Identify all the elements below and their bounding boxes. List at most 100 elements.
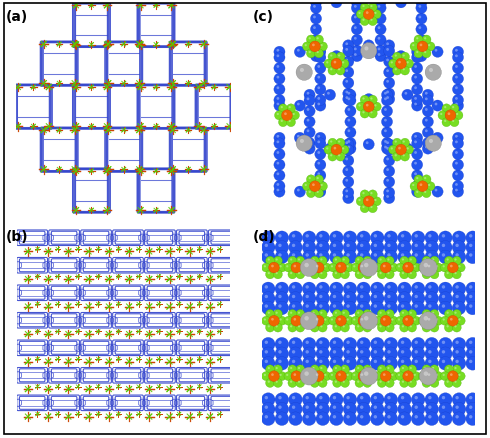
Circle shape: [419, 312, 437, 330]
Circle shape: [391, 265, 393, 268]
Circle shape: [307, 146, 309, 149]
Circle shape: [289, 231, 302, 245]
Circle shape: [346, 235, 350, 238]
Circle shape: [278, 118, 288, 127]
Circle shape: [346, 265, 349, 268]
Circle shape: [370, 20, 372, 22]
Circle shape: [375, 35, 386, 46]
Circle shape: [410, 367, 412, 369]
Circle shape: [318, 323, 327, 332]
Circle shape: [456, 113, 458, 116]
Circle shape: [417, 181, 428, 192]
Circle shape: [336, 139, 345, 148]
Circle shape: [386, 158, 389, 161]
Circle shape: [298, 325, 300, 328]
Circle shape: [329, 264, 338, 272]
Circle shape: [316, 265, 318, 268]
Circle shape: [274, 53, 285, 64]
Circle shape: [369, 374, 371, 376]
Circle shape: [345, 81, 348, 84]
Circle shape: [278, 350, 282, 354]
Circle shape: [294, 133, 305, 144]
Circle shape: [384, 92, 387, 95]
Circle shape: [343, 193, 354, 204]
Circle shape: [341, 323, 349, 332]
Circle shape: [374, 199, 376, 201]
Circle shape: [444, 257, 453, 265]
Circle shape: [415, 305, 418, 308]
Circle shape: [384, 78, 395, 89]
Circle shape: [425, 130, 428, 133]
Circle shape: [387, 360, 391, 363]
Circle shape: [292, 254, 295, 257]
Circle shape: [331, 374, 333, 376]
Circle shape: [455, 173, 458, 176]
Circle shape: [414, 49, 423, 59]
Circle shape: [370, 338, 384, 351]
Circle shape: [469, 295, 472, 299]
Circle shape: [370, 193, 372, 195]
Circle shape: [466, 393, 479, 406]
Circle shape: [454, 381, 457, 383]
Circle shape: [432, 259, 434, 261]
Circle shape: [342, 148, 344, 150]
Circle shape: [319, 360, 322, 363]
Circle shape: [432, 133, 443, 144]
Circle shape: [370, 412, 384, 426]
Circle shape: [385, 257, 394, 265]
Circle shape: [466, 231, 479, 245]
Circle shape: [414, 319, 416, 321]
Circle shape: [302, 43, 312, 52]
Circle shape: [318, 184, 320, 187]
Circle shape: [425, 251, 439, 264]
Circle shape: [387, 350, 391, 354]
Circle shape: [355, 310, 364, 319]
Circle shape: [292, 235, 295, 238]
Circle shape: [469, 396, 472, 399]
Circle shape: [330, 393, 343, 406]
Circle shape: [398, 62, 401, 64]
Circle shape: [428, 318, 430, 321]
Circle shape: [466, 403, 479, 416]
Circle shape: [343, 145, 354, 156]
Circle shape: [318, 141, 320, 144]
Circle shape: [392, 53, 401, 62]
Circle shape: [274, 112, 284, 120]
Circle shape: [289, 393, 302, 406]
Circle shape: [345, 190, 348, 193]
Circle shape: [331, 145, 342, 156]
Circle shape: [425, 357, 439, 370]
Circle shape: [302, 265, 304, 268]
Circle shape: [274, 85, 285, 95]
Circle shape: [374, 341, 377, 344]
Circle shape: [343, 89, 354, 100]
Circle shape: [343, 325, 345, 328]
Circle shape: [297, 49, 300, 53]
Circle shape: [298, 381, 300, 383]
Circle shape: [275, 283, 289, 296]
Circle shape: [330, 241, 343, 254]
Circle shape: [455, 189, 458, 192]
Circle shape: [305, 295, 309, 299]
Circle shape: [410, 182, 419, 191]
Circle shape: [384, 94, 395, 106]
Circle shape: [279, 374, 282, 376]
Circle shape: [452, 365, 461, 374]
Circle shape: [313, 6, 316, 9]
Circle shape: [343, 46, 354, 57]
Circle shape: [354, 27, 357, 30]
Circle shape: [318, 257, 327, 265]
Circle shape: [458, 265, 461, 268]
Circle shape: [319, 305, 322, 308]
Circle shape: [277, 113, 279, 116]
Circle shape: [383, 318, 386, 321]
Circle shape: [274, 187, 285, 198]
Circle shape: [446, 272, 449, 275]
Circle shape: [336, 262, 346, 273]
Circle shape: [425, 412, 439, 426]
Circle shape: [319, 295, 322, 299]
Circle shape: [452, 181, 464, 192]
Circle shape: [454, 312, 457, 314]
Circle shape: [400, 310, 409, 319]
Circle shape: [302, 374, 304, 376]
